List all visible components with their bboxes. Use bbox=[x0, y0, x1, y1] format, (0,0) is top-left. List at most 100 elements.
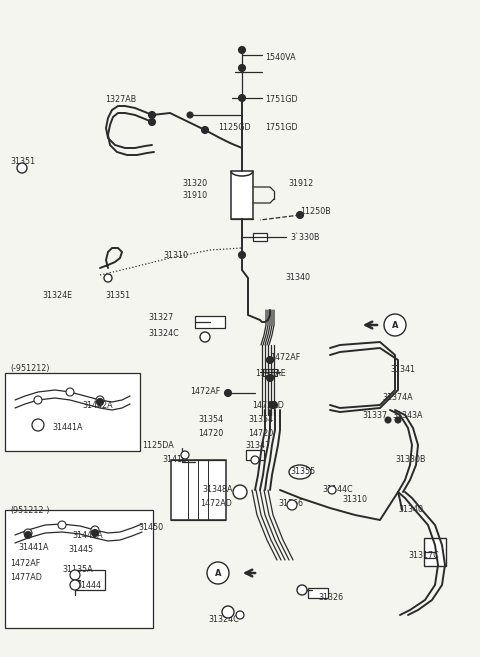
Text: 31910: 31910 bbox=[182, 191, 207, 200]
Circle shape bbox=[297, 212, 303, 219]
Circle shape bbox=[148, 112, 156, 118]
Text: 31337: 31337 bbox=[362, 411, 387, 420]
Text: 31351: 31351 bbox=[10, 158, 35, 166]
Bar bbox=[5, 373, 140, 451]
Ellipse shape bbox=[289, 465, 311, 479]
Circle shape bbox=[268, 401, 276, 409]
Circle shape bbox=[148, 118, 156, 125]
Circle shape bbox=[96, 399, 104, 405]
Text: A: A bbox=[215, 568, 221, 578]
Text: 31442A: 31442A bbox=[82, 401, 113, 409]
Bar bbox=[231, 171, 253, 219]
Circle shape bbox=[202, 127, 208, 133]
Circle shape bbox=[384, 314, 406, 336]
Text: 31354: 31354 bbox=[248, 415, 273, 424]
Circle shape bbox=[17, 163, 27, 173]
Text: A: A bbox=[392, 321, 398, 330]
Circle shape bbox=[271, 401, 277, 409]
Circle shape bbox=[239, 64, 245, 72]
Text: 31330B: 31330B bbox=[395, 455, 425, 464]
Circle shape bbox=[239, 252, 245, 258]
Circle shape bbox=[207, 562, 229, 584]
Text: 31355: 31355 bbox=[290, 468, 315, 476]
Text: 1327AB: 1327AB bbox=[105, 95, 136, 104]
Text: 31445: 31445 bbox=[68, 545, 93, 555]
Text: 31442A: 31442A bbox=[72, 530, 103, 539]
Text: 31441A: 31441A bbox=[18, 543, 48, 551]
Circle shape bbox=[32, 419, 44, 431]
Text: 1125GD: 1125GD bbox=[218, 124, 251, 133]
Text: 1540VA: 1540VA bbox=[265, 53, 296, 62]
Text: 31374A: 31374A bbox=[382, 394, 413, 403]
Circle shape bbox=[266, 357, 274, 363]
Circle shape bbox=[91, 526, 99, 534]
Text: 31348A: 31348A bbox=[202, 486, 232, 495]
Circle shape bbox=[266, 374, 274, 382]
Circle shape bbox=[187, 112, 193, 118]
Text: 1472AF: 1472AF bbox=[10, 558, 40, 568]
Text: 31317C: 31317C bbox=[408, 551, 439, 560]
Bar bbox=[195, 316, 225, 328]
Text: 31441A: 31441A bbox=[52, 422, 83, 432]
Circle shape bbox=[34, 396, 42, 404]
Text: (-951212): (-951212) bbox=[10, 363, 49, 373]
Circle shape bbox=[24, 532, 32, 539]
Text: 31324C: 31324C bbox=[148, 328, 179, 338]
Text: 31144C: 31144C bbox=[322, 486, 353, 495]
Text: 1477AD: 1477AD bbox=[10, 574, 42, 583]
Text: 31444: 31444 bbox=[76, 581, 101, 591]
Text: 1751GD: 1751GD bbox=[265, 124, 298, 133]
Circle shape bbox=[24, 529, 32, 537]
Circle shape bbox=[251, 456, 259, 464]
Text: 31343A: 31343A bbox=[392, 411, 422, 420]
Text: 31450: 31450 bbox=[138, 522, 163, 532]
Bar bbox=[308, 588, 328, 598]
Bar bbox=[246, 450, 264, 460]
Text: 31340: 31340 bbox=[285, 273, 310, 283]
Text: 31135A: 31135A bbox=[62, 566, 93, 574]
Circle shape bbox=[181, 451, 189, 459]
Text: 1125DA: 1125DA bbox=[142, 440, 174, 449]
Text: 31324E: 31324E bbox=[42, 290, 72, 300]
Bar bbox=[75, 570, 105, 590]
Text: 31310: 31310 bbox=[342, 495, 367, 505]
Circle shape bbox=[70, 580, 80, 590]
Circle shape bbox=[225, 390, 231, 397]
Circle shape bbox=[385, 417, 391, 423]
Bar bbox=[5, 510, 153, 628]
Circle shape bbox=[92, 530, 98, 537]
Circle shape bbox=[58, 521, 66, 529]
Circle shape bbox=[96, 396, 104, 404]
Circle shape bbox=[236, 611, 244, 619]
Circle shape bbox=[287, 500, 297, 510]
Text: 1791AE: 1791AE bbox=[255, 369, 286, 378]
Text: 11250B: 11250B bbox=[300, 206, 331, 215]
Text: 1472AF: 1472AF bbox=[190, 388, 220, 397]
Text: 1472AF: 1472AF bbox=[270, 353, 300, 363]
Text: 14720: 14720 bbox=[248, 428, 273, 438]
Circle shape bbox=[233, 485, 247, 499]
Bar bbox=[253, 233, 267, 241]
Text: 1472AD: 1472AD bbox=[200, 499, 232, 507]
Circle shape bbox=[222, 606, 234, 618]
Text: (951212-): (951212-) bbox=[10, 505, 49, 514]
Circle shape bbox=[239, 95, 245, 101]
Text: 31347: 31347 bbox=[245, 440, 270, 449]
Text: 1472AD: 1472AD bbox=[252, 401, 284, 411]
Circle shape bbox=[239, 47, 245, 53]
Text: 31310: 31310 bbox=[163, 250, 188, 260]
Text: 31410: 31410 bbox=[162, 455, 187, 464]
Text: 3`330B: 3`330B bbox=[290, 233, 320, 242]
Bar bbox=[424, 538, 446, 566]
Bar bbox=[170, 460, 226, 520]
Circle shape bbox=[297, 585, 307, 595]
Text: 31366: 31366 bbox=[278, 499, 303, 507]
Text: 1751GD: 1751GD bbox=[265, 95, 298, 104]
Circle shape bbox=[200, 332, 210, 342]
Text: 31326: 31326 bbox=[318, 593, 343, 602]
Bar bbox=[263, 369, 277, 376]
Text: 31341: 31341 bbox=[390, 365, 415, 374]
Text: 31340: 31340 bbox=[398, 505, 423, 514]
Text: 31354: 31354 bbox=[198, 415, 223, 424]
Circle shape bbox=[104, 274, 112, 282]
